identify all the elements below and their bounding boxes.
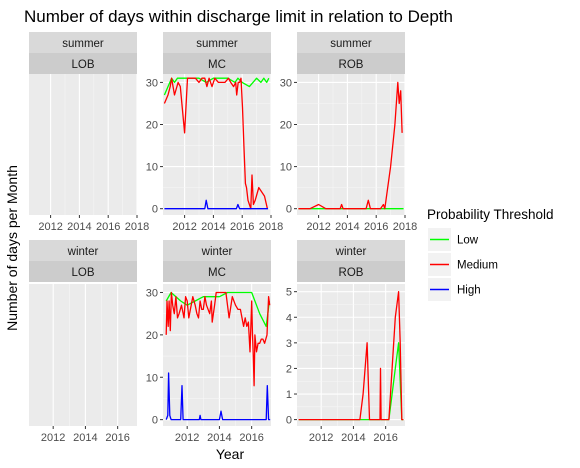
x-tick-label: 2016 bbox=[230, 221, 254, 233]
chart-title: Number of days within discharge limit in… bbox=[24, 7, 453, 26]
plot-background bbox=[29, 74, 137, 215]
strip-site-label: MC bbox=[208, 267, 226, 279]
y-tick-label: 5 bbox=[286, 287, 292, 299]
x-tick-label: 2014 bbox=[335, 221, 359, 233]
facet-winter-rob: winter ROB 2012 2014 2016 0 1 2 3 4 5 bbox=[286, 240, 405, 444]
strip-season-label: winter bbox=[335, 246, 367, 258]
x-tick-label: 2012 bbox=[309, 432, 333, 444]
x-tick-label: 2012 bbox=[175, 432, 199, 444]
series-line-medium bbox=[163, 77, 269, 210]
y-tick-label: 0 bbox=[152, 415, 158, 427]
grid bbox=[50, 74, 138, 215]
series-line-low bbox=[163, 77, 270, 96]
facet-winter-mc: winter MC 2012 2014 2016 0 10 20 30 bbox=[146, 240, 271, 444]
facet-summer-mc: summer MC 2012 2014 2016 2018 0 10 20 30 bbox=[146, 32, 283, 233]
x-tick-label: 2016 bbox=[239, 432, 263, 444]
series-line-high bbox=[165, 372, 271, 421]
x-tick-label: 2014 bbox=[67, 221, 91, 233]
y-tick-label: 30 bbox=[280, 77, 292, 89]
series-line-high bbox=[164, 199, 269, 210]
y-tick-label: 2 bbox=[286, 363, 292, 375]
y-tick-label: 0 bbox=[286, 204, 292, 216]
strip-site-label: ROB bbox=[339, 267, 364, 279]
y-tick-label: 4 bbox=[286, 312, 292, 324]
y-tick-label: 10 bbox=[146, 162, 158, 174]
strip-site-bg bbox=[297, 53, 405, 74]
x-tick-label: 2014 bbox=[201, 221, 225, 233]
legend-title: Probability Threshold bbox=[427, 207, 554, 222]
strip-season-label: summer bbox=[196, 38, 238, 50]
y-tick-label: 0 bbox=[286, 415, 292, 427]
grid bbox=[52, 284, 119, 426]
facet-summer-lob: summer LOB 2012 2014 2016 2018 bbox=[29, 32, 149, 233]
plot-background bbox=[297, 284, 405, 426]
strip-site-bg bbox=[29, 261, 137, 282]
x-tick-label: 2012 bbox=[306, 221, 330, 233]
x-tick-label: 2014 bbox=[207, 432, 231, 444]
legend-item-low: Low bbox=[428, 228, 479, 251]
x-tick-label: 2012 bbox=[38, 221, 62, 233]
legend-label: High bbox=[457, 285, 481, 297]
strip-site-bg bbox=[163, 261, 271, 282]
legend-item-high: High bbox=[428, 278, 481, 301]
strip-site-bg bbox=[29, 53, 137, 74]
x-tick-label: 2018 bbox=[125, 221, 149, 233]
series-line-medium bbox=[298, 291, 404, 421]
legend: Probability Threshold Low Medium High bbox=[427, 207, 554, 301]
strip-season-bg bbox=[297, 32, 405, 53]
x-tick-label: 2012 bbox=[172, 221, 196, 233]
y-tick-label: 20 bbox=[146, 330, 158, 342]
strip-season-bg bbox=[29, 240, 137, 261]
strip-season-label: winter bbox=[67, 246, 99, 258]
y-tick-label: 3 bbox=[286, 338, 292, 350]
x-tick-label: 2016 bbox=[373, 432, 397, 444]
strip-season-bg bbox=[163, 240, 271, 261]
x-tick-label: 2016 bbox=[105, 432, 129, 444]
y-axis-label: Number of days per Month bbox=[4, 165, 20, 331]
strip-season-label: summer bbox=[330, 38, 372, 50]
strip-season-bg bbox=[297, 240, 405, 261]
legend-items: Low Medium High bbox=[428, 228, 498, 301]
x-tick-label: 2018 bbox=[259, 221, 283, 233]
strip-site-label: ROB bbox=[339, 59, 364, 71]
plot-background bbox=[297, 74, 405, 215]
x-tick-label: 2016 bbox=[96, 221, 120, 233]
x-tick-label: 2018 bbox=[393, 221, 417, 233]
x-tick-label: 2016 bbox=[364, 221, 388, 233]
strip-site-label: MC bbox=[208, 59, 226, 71]
legend-label: Medium bbox=[457, 260, 498, 272]
y-tick-label: 1 bbox=[286, 389, 292, 401]
plot-background bbox=[29, 284, 137, 426]
y-tick-label: 20 bbox=[146, 120, 158, 132]
x-tick-label: 2014 bbox=[341, 432, 365, 444]
strip-site-bg bbox=[163, 53, 271, 74]
series-line-medium bbox=[165, 291, 271, 387]
y-tick-label: 10 bbox=[146, 372, 158, 384]
strip-season-bg bbox=[29, 32, 137, 53]
facet-winter-lob: winter LOB 2012 2014 2016 bbox=[29, 240, 137, 444]
plot-background bbox=[163, 74, 271, 215]
strip-season-bg bbox=[163, 32, 271, 53]
x-tick-label: 2014 bbox=[73, 432, 97, 444]
y-tick-label: 30 bbox=[146, 287, 158, 299]
facet-summer-rob: summer ROB 2012 2014 2016 2018 0 10 20 30 bbox=[280, 32, 417, 233]
legend-item-medium: Medium bbox=[428, 253, 498, 276]
strip-site-label: LOB bbox=[71, 267, 94, 279]
strip-season-label: summer bbox=[62, 38, 104, 50]
y-tick-label: 0 bbox=[152, 204, 158, 216]
strip-site-label: LOB bbox=[71, 59, 94, 71]
x-axis-label: Year bbox=[216, 446, 245, 462]
y-tick-label: 10 bbox=[280, 162, 292, 174]
y-tick-label: 30 bbox=[146, 77, 158, 89]
strip-season-label: winter bbox=[201, 246, 233, 258]
y-tick-label: 20 bbox=[280, 120, 292, 132]
strip-site-bg bbox=[297, 261, 405, 282]
x-tick-label: 2012 bbox=[41, 432, 65, 444]
legend-label: Low bbox=[457, 235, 479, 247]
series-line-medium bbox=[298, 81, 403, 210]
